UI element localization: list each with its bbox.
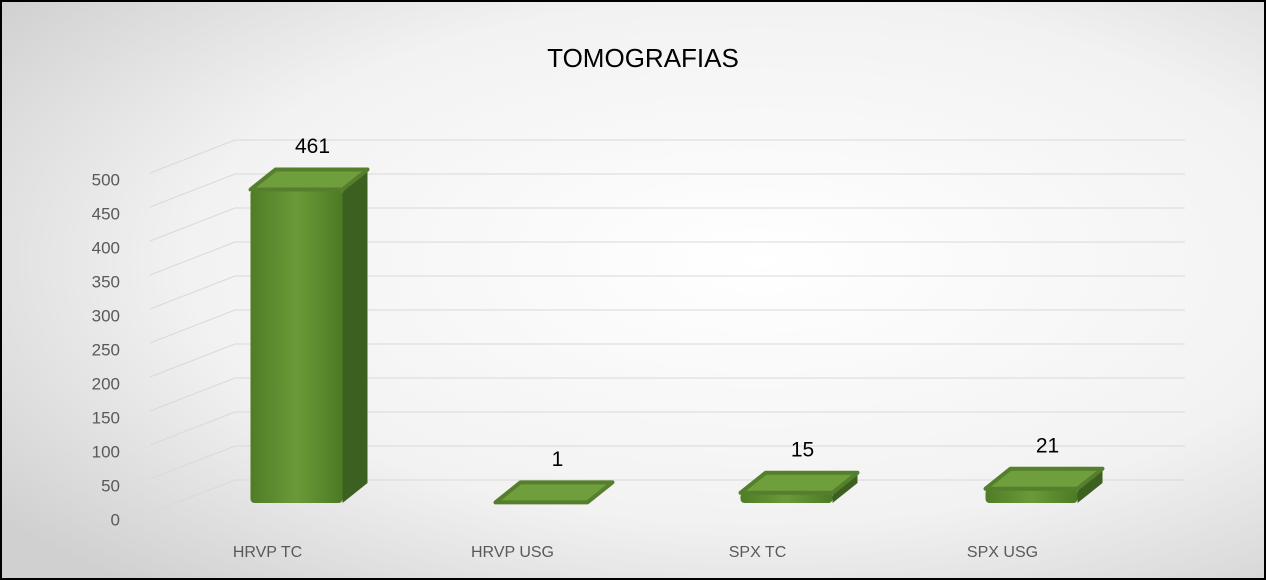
value-label: 15 — [791, 438, 814, 461]
bar — [493, 480, 615, 505]
y-tick-label: 300 — [92, 306, 120, 325]
grid-line — [149, 479, 1185, 514]
grid-line — [149, 445, 1185, 480]
y-tick-label: 450 — [92, 204, 120, 223]
grid-line — [149, 241, 1185, 276]
bar-front — [985, 488, 1078, 503]
y-tick-label: 350 — [92, 272, 120, 291]
y-tick-label: 250 — [92, 340, 120, 359]
grid-line — [149, 343, 1185, 378]
bar-top — [493, 480, 615, 505]
bar-side — [342, 169, 368, 503]
bar-top — [738, 470, 860, 495]
y-tick-label: 100 — [92, 442, 120, 461]
y-tick-label: 0 — [111, 510, 120, 529]
bar-top — [248, 167, 370, 192]
bar — [738, 470, 860, 503]
x-tick-label: HRVP TC — [233, 544, 302, 561]
grid-line — [149, 411, 1185, 446]
x-tick-label: SPX USG — [967, 544, 1038, 561]
grid-line — [149, 173, 1185, 208]
bar-front — [250, 189, 343, 503]
grid-line — [149, 275, 1185, 310]
value-label: 1 — [552, 448, 564, 471]
y-tick-label: 150 — [92, 408, 120, 427]
y-tick-label: 400 — [92, 238, 120, 257]
chart-title: TOMOGRAFIAS — [547, 43, 739, 73]
y-tick-label: 50 — [101, 476, 120, 495]
value-label: 461 — [295, 135, 330, 158]
bar-side — [1077, 468, 1103, 503]
y-tick-label: 200 — [92, 374, 120, 393]
bar — [983, 466, 1105, 503]
y-tick-label: 500 — [92, 170, 120, 189]
value-label: 21 — [1036, 434, 1059, 457]
bar-front — [740, 492, 833, 503]
grid-line — [149, 377, 1185, 412]
x-tick-label: HRVP USG — [471, 544, 554, 561]
bar-top — [983, 466, 1105, 491]
grid-line — [149, 309, 1185, 344]
grid-line — [149, 139, 1185, 174]
grid-line — [149, 207, 1185, 242]
bar — [248, 167, 370, 503]
x-tick-label: SPX TC — [729, 544, 787, 561]
